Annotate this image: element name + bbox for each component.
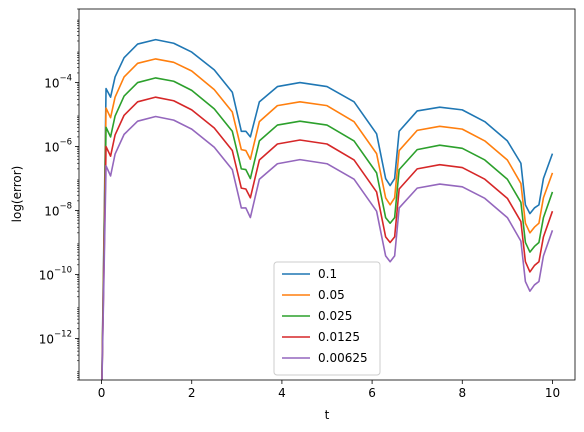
x-tick-label: 10	[545, 386, 560, 400]
x-axis-label: t	[325, 408, 330, 422]
series-line-3	[101, 96, 554, 380]
y-tick-exponent: −6	[59, 138, 72, 148]
legend-label-1: 0.05	[318, 288, 345, 302]
legend-label-4: 0.00625	[318, 351, 368, 365]
y-tick-exponent: −8	[59, 201, 72, 211]
series-line-2	[101, 77, 554, 380]
series-line-1	[101, 58, 554, 380]
x-tick-label: 8	[458, 386, 466, 400]
y-tick-exponent: −10	[54, 265, 72, 275]
x-axis: 0 2 4 6 8 10	[98, 380, 560, 400]
x-tick-label: 2	[188, 386, 196, 400]
series-layer	[101, 38, 554, 380]
legend-label-2: 0.025	[318, 309, 352, 323]
plot-frame	[78, 8, 576, 381]
y-tick-exponent: −4	[59, 74, 72, 84]
series-line-0	[101, 38, 554, 380]
legend-label-0: 0.1	[318, 267, 337, 281]
x-tick-label: 0	[98, 386, 106, 400]
legend: 0.1 0.05 0.025 0.0125 0.00625	[273, 261, 381, 376]
legend-label-3: 0.0125	[318, 330, 360, 344]
y-axis-label: log(error)	[10, 166, 24, 223]
x-tick-label: 6	[368, 386, 376, 400]
legend-box	[273, 261, 381, 376]
series-line-4	[101, 115, 554, 380]
y-tick-exponent: −12	[54, 329, 72, 339]
x-tick-label: 4	[278, 386, 286, 400]
